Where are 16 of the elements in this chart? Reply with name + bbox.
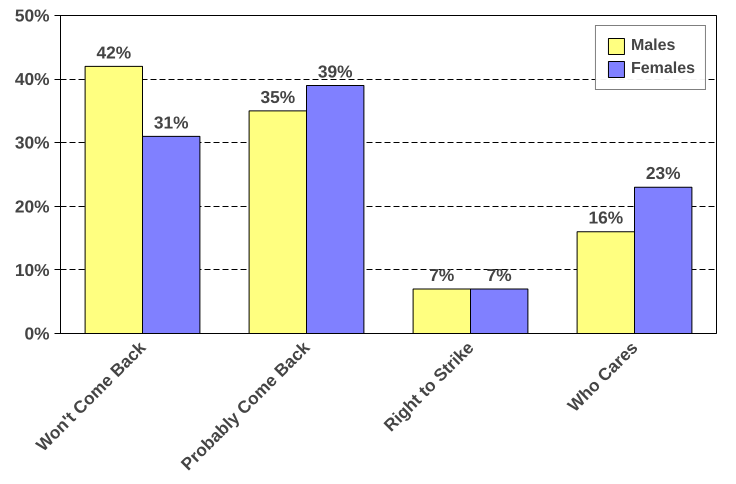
data-label: 7% [486,264,512,285]
data-label: 31% [154,112,189,132]
data-label: 42% [96,42,132,62]
y-tick-label: 50% [14,6,50,26]
y-tick-label: 30% [14,132,50,153]
y-tick-label: 10% [14,260,50,280]
data-label: 39% [318,61,353,82]
y-tick-label: 40% [14,69,50,90]
data-label: 23% [646,163,681,184]
data-label: 7% [429,264,454,285]
y-tick-label: 20% [14,196,50,216]
y-tick-label: 0% [24,324,50,344]
data-label: 16% [588,208,624,228]
legend-label: Males [630,37,676,55]
data-label: 35% [260,86,296,107]
legend-label: Females [630,60,695,78]
